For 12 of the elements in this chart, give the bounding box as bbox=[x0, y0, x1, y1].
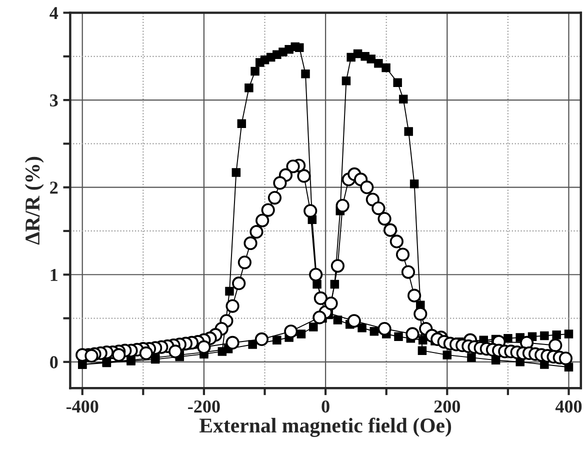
y-tick-label: 4 bbox=[50, 7, 58, 20]
x-tick-label: -400 bbox=[66, 400, 98, 413]
x-tick-label: 200 bbox=[434, 400, 460, 413]
y-axis-title: ΔR/R (%) bbox=[24, 156, 44, 245]
x-tick-label: -200 bbox=[188, 400, 220, 413]
y-tick-label: 2 bbox=[50, 182, 58, 194]
x-axis-title: External magnetic field (Oe) bbox=[199, 418, 452, 437]
x-tick-label: 0 bbox=[322, 400, 330, 413]
x-tick-label: 400 bbox=[555, 400, 582, 413]
y-tick-label: 3 bbox=[50, 94, 58, 106]
y-tick-label: 1 bbox=[50, 268, 58, 281]
y-tick-label: 0 bbox=[50, 356, 58, 368]
